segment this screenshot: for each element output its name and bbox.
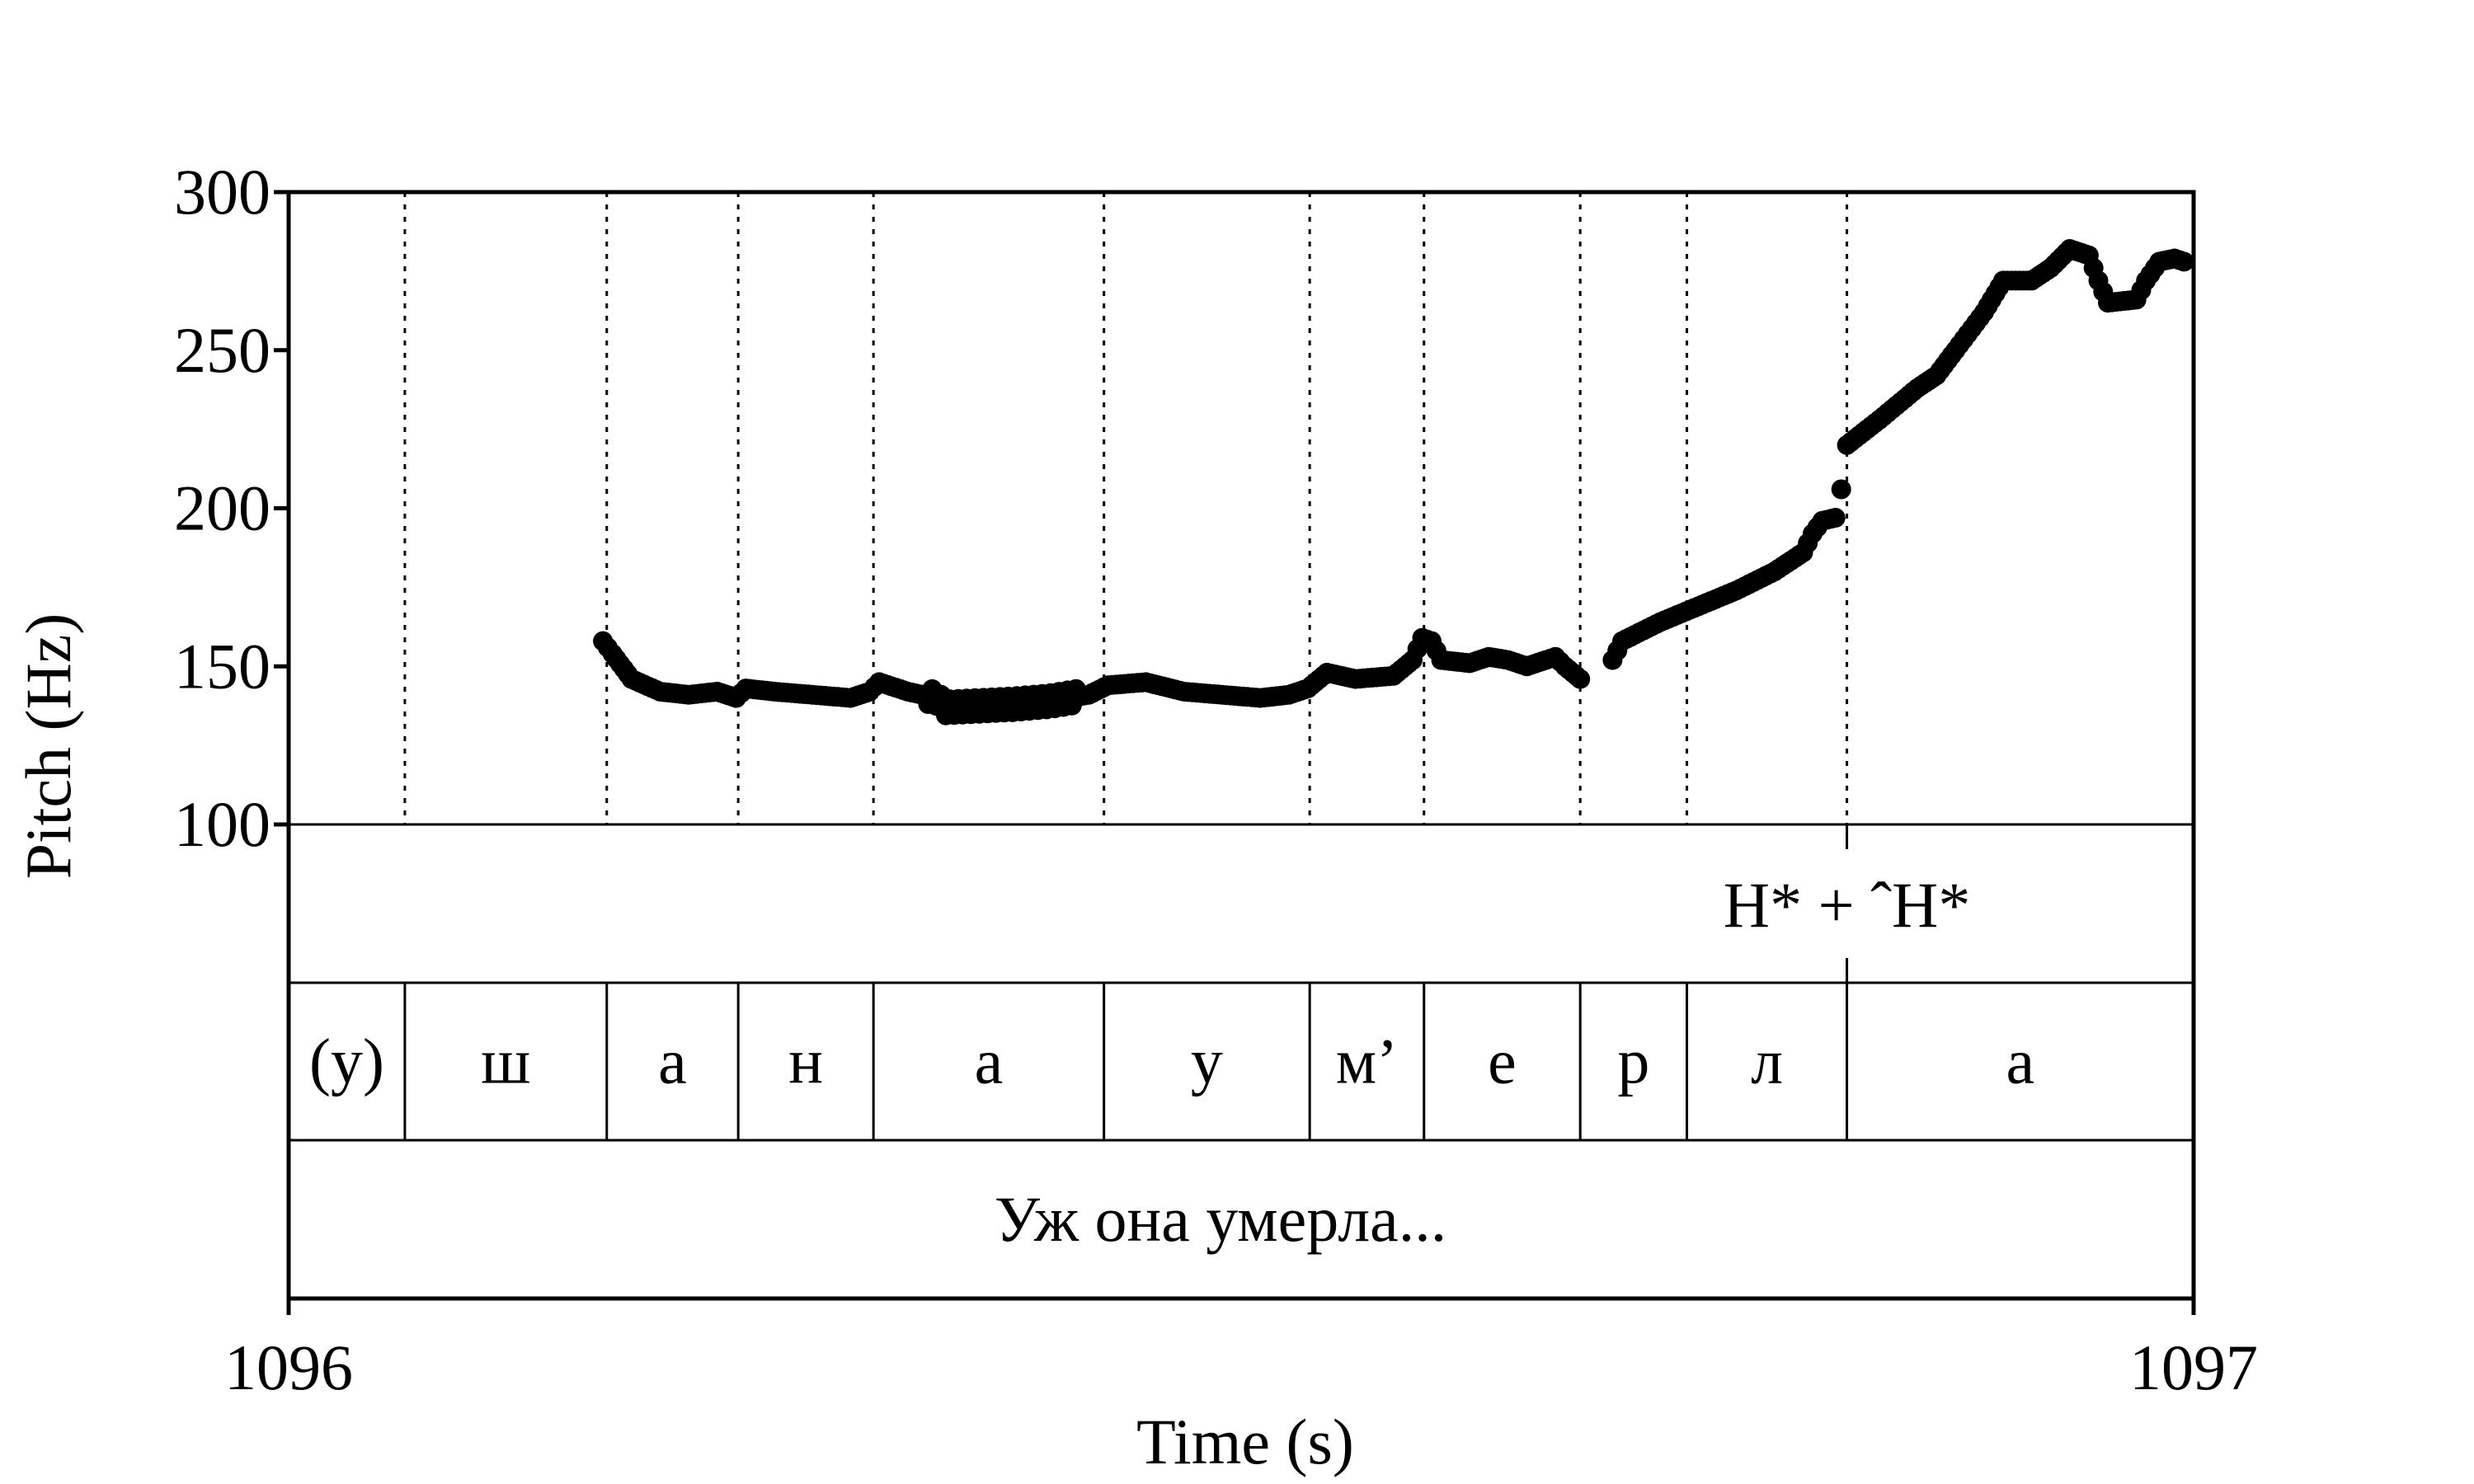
segment-label-5: у <box>1191 1026 1223 1097</box>
pitch-point <box>1825 508 1846 528</box>
y-tick-label-200: 200 <box>174 472 270 544</box>
x-tick-label-1097: 1097 <box>2129 1331 2258 1403</box>
y-tick-label-100: 100 <box>174 788 270 860</box>
x-axis-title: Time (s) <box>1136 1406 1354 1477</box>
segment-label-1: ш <box>481 1026 530 1097</box>
pitch-point <box>2174 251 2194 272</box>
chart-frames <box>274 190 2196 1315</box>
segment-label-9: л <box>1751 1026 1783 1097</box>
segment-label-8: р <box>1617 1026 1649 1097</box>
segment-label-10: а <box>2006 1026 2034 1097</box>
x-tick-label-1096: 1096 <box>224 1331 353 1403</box>
pitch-point <box>1570 669 1591 689</box>
segment-label-3: н <box>788 1026 823 1097</box>
pitch-point <box>1831 479 1851 500</box>
outer-frame <box>286 190 2196 1301</box>
segment-label-6: м’ <box>1336 1026 1398 1097</box>
tick-labels: 100 150 200 250 300 1096 1097 <box>174 156 2258 1403</box>
y-tick-label-250: 250 <box>174 314 270 386</box>
y-tick-label-300: 300 <box>174 156 270 228</box>
tone-label: H* + ˆH* <box>1724 869 1971 941</box>
y-tick-label-150: 150 <box>174 630 270 702</box>
segment-tier: (у) ш а н а у м’ е р л а <box>309 1026 2034 1097</box>
sentence-label: Уж она умерла... <box>995 1183 1447 1255</box>
segment-label-7: е <box>1488 1026 1517 1097</box>
y-axis-title: Pitch (Hz) <box>12 613 84 880</box>
segment-boundaries <box>403 192 1849 1140</box>
pitch-track <box>593 239 2194 726</box>
segment-label-0: (у) <box>309 1026 384 1097</box>
segment-label-4: а <box>975 1026 1004 1097</box>
segment-label-2: а <box>658 1026 687 1097</box>
